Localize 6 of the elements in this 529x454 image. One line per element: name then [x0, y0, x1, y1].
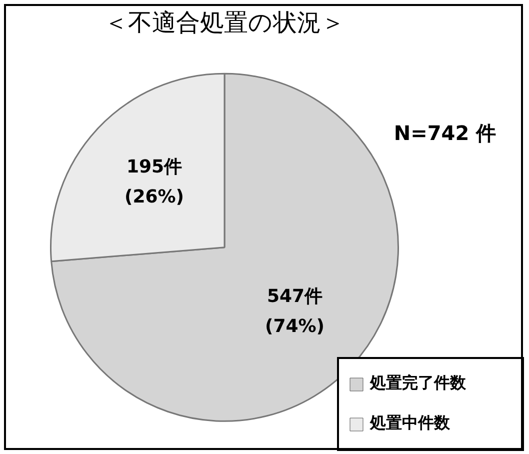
data-label: 547件 (74%) [264, 286, 325, 337]
chart-title: ＜不適合処置の状況＞ [104, 8, 345, 37]
legend-label: 処置完了件数 [369, 373, 467, 392]
data-label: 195件 (26%) [124, 156, 184, 208]
legend-label: 処置中件数 [369, 413, 451, 432]
text: N=742 件 [394, 121, 496, 146]
